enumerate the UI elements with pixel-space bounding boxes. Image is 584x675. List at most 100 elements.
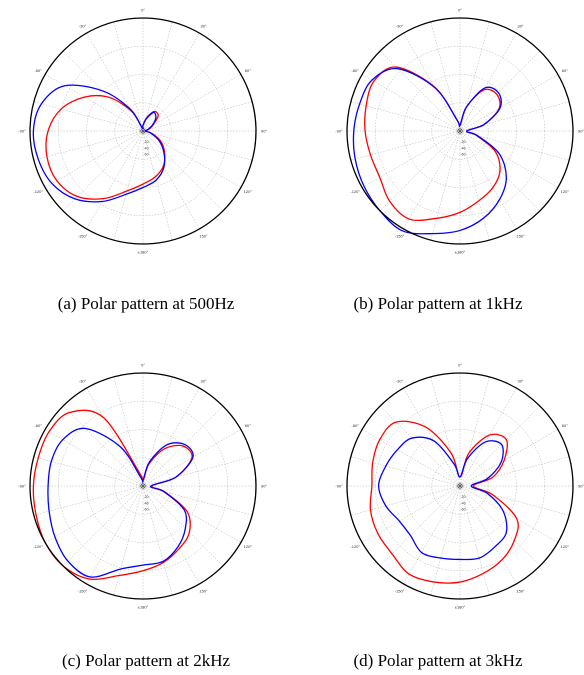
grid-spoke bbox=[142, 74, 241, 132]
radial-tick-label: -60 bbox=[460, 508, 465, 512]
center-dot bbox=[459, 130, 461, 132]
grid-spoke bbox=[430, 21, 461, 132]
angle-tick-label: -60° bbox=[35, 423, 43, 428]
angle-tick-label: ±180° bbox=[455, 605, 466, 610]
grid-spoke bbox=[86, 130, 144, 229]
grid-spoke bbox=[45, 485, 144, 543]
grid-spoke bbox=[142, 405, 224, 487]
grid-spoke bbox=[62, 485, 144, 567]
grid-spoke bbox=[33, 456, 144, 487]
angle-tick-label: -120° bbox=[33, 189, 43, 194]
angle-tick-label: -90° bbox=[18, 129, 26, 134]
grid-spoke bbox=[142, 376, 173, 487]
angle-tick-label: 30° bbox=[517, 379, 523, 384]
grid-spoke bbox=[142, 485, 241, 543]
radial-tick-label: -40 bbox=[143, 146, 148, 150]
grid-spoke bbox=[45, 429, 144, 487]
grid-spoke bbox=[459, 485, 517, 584]
grid-spoke bbox=[362, 485, 461, 543]
grid-ring bbox=[114, 457, 172, 515]
angle-tick-label: -90° bbox=[335, 129, 343, 134]
angle-tick-label: ±180° bbox=[455, 250, 466, 255]
grid-spoke bbox=[142, 21, 173, 132]
angle-tick-label: 0° bbox=[458, 8, 462, 13]
radial-tick-label: -40 bbox=[143, 501, 148, 505]
grid-spoke bbox=[459, 376, 490, 487]
grid-spoke bbox=[403, 388, 461, 487]
radial-tick-label: -20 bbox=[460, 140, 465, 144]
angle-tick-label: -30° bbox=[79, 379, 87, 384]
caption-b: (b) Polar pattern at 1kHz bbox=[353, 294, 523, 313]
radial-tick-label: -20 bbox=[143, 140, 148, 144]
center-marker bbox=[457, 128, 463, 134]
angle-tick-label: ±180° bbox=[138, 605, 149, 610]
grid-spoke bbox=[459, 21, 490, 132]
grid-ring bbox=[403, 74, 517, 188]
grid-ring bbox=[86, 429, 200, 543]
center-marker bbox=[140, 483, 146, 489]
grid-spoke bbox=[113, 485, 144, 596]
angle-tick-label: -60° bbox=[35, 68, 43, 73]
grid-spoke bbox=[459, 429, 558, 487]
grid-ring bbox=[86, 74, 200, 188]
radial-tick-label: -20 bbox=[460, 495, 465, 499]
grid-spoke bbox=[142, 485, 200, 584]
grid-spoke bbox=[362, 130, 461, 188]
grid-spoke bbox=[33, 101, 144, 132]
angle-tick-label: 150° bbox=[516, 588, 525, 593]
radial-tick-label: -40 bbox=[460, 501, 465, 505]
polar-chart-a: 0° 30° 60° 90° 120° 150° ±180° -150° -120° -90° -6… bbox=[18, 8, 267, 255]
polar-chart-c: 0° 30° 60° 90° 120° 150° ±180° -150° -120° -90° -6… bbox=[18, 363, 267, 610]
angle-tick-label: 30° bbox=[200, 24, 206, 29]
grid-spoke bbox=[403, 130, 461, 229]
grid-spoke bbox=[62, 405, 144, 487]
radial-tick-label: -40 bbox=[460, 146, 465, 150]
grid-spoke bbox=[459, 130, 541, 212]
angle-tick-label: 90° bbox=[261, 129, 267, 134]
grid-spoke bbox=[459, 485, 570, 516]
angle-tick-label: 120° bbox=[244, 544, 253, 549]
grid-spoke bbox=[379, 130, 461, 212]
angle-tick-label: -120° bbox=[350, 544, 360, 549]
angle-tick-label: 90° bbox=[578, 484, 584, 489]
grid-spoke bbox=[142, 33, 200, 132]
grid-spoke bbox=[350, 101, 461, 132]
grid-spoke bbox=[142, 429, 241, 487]
radial-tick-label: -20 bbox=[143, 495, 148, 499]
angle-tick-label: 120° bbox=[561, 189, 570, 194]
series-line-2 bbox=[352, 67, 507, 235]
angle-tick-label: 90° bbox=[261, 484, 267, 489]
caption-a: (a) Polar pattern at 500Hz bbox=[57, 294, 235, 313]
radial-tick-label: -60 bbox=[143, 508, 148, 512]
radial-tick-label: -60 bbox=[143, 153, 148, 157]
angle-tick-label: -30° bbox=[79, 24, 87, 29]
grid-spoke bbox=[62, 50, 144, 132]
angle-tick-label: 0° bbox=[458, 363, 462, 368]
grid-spoke bbox=[379, 50, 461, 132]
grid-ring bbox=[58, 46, 228, 216]
angle-tick-label: -90° bbox=[335, 484, 343, 489]
angle-tick-label: -150° bbox=[395, 233, 405, 238]
grid-spoke bbox=[142, 130, 200, 229]
grid-spoke bbox=[113, 376, 144, 487]
angle-tick-label: 60° bbox=[562, 423, 568, 428]
angle-tick-label: -150° bbox=[78, 588, 88, 593]
angle-tick-label: ±180° bbox=[138, 250, 149, 255]
grid-spoke bbox=[350, 130, 461, 161]
series-line-1 bbox=[32, 409, 193, 580]
grid-spoke bbox=[142, 485, 224, 567]
grid-spoke bbox=[459, 74, 558, 132]
grid-spoke bbox=[459, 485, 541, 567]
angle-tick-label: 120° bbox=[244, 189, 253, 194]
series-line-2 bbox=[377, 436, 508, 561]
grid-ring bbox=[403, 429, 517, 543]
series-line-2 bbox=[47, 427, 194, 578]
grid-spoke bbox=[459, 50, 541, 132]
angle-tick-label: -90° bbox=[18, 484, 26, 489]
polar-chart-d: 0° 30° 60° 90° 120° 150° ±180° -150° -120° -90° -6… bbox=[335, 363, 584, 610]
series-line-2 bbox=[32, 84, 166, 203]
center-dot bbox=[142, 130, 144, 132]
angle-tick-label: -30° bbox=[396, 24, 404, 29]
grid-spoke bbox=[362, 429, 461, 487]
